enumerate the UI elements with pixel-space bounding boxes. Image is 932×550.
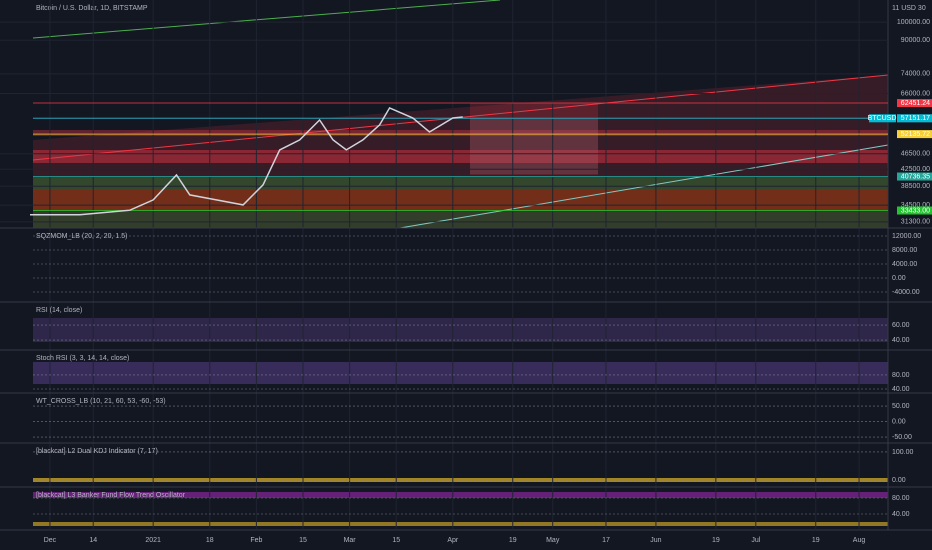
y-tick-label: 80.00 <box>892 372 910 379</box>
y-tick-label: 4000.00 <box>892 261 917 268</box>
x-tick-label: Jun <box>650 537 661 544</box>
x-tick-label: 15 <box>392 537 400 544</box>
y-tick-label: 100000.00 <box>897 19 930 26</box>
pane-title: SQZMOM_LB (20, 2, 20, 1.5) <box>36 233 127 240</box>
y-tick-label: 46500.00 <box>901 151 930 158</box>
position-box <box>470 118 598 174</box>
y-tick-label: 34500.00 <box>901 202 930 209</box>
price-tag-label: 62451.24 <box>901 100 930 107</box>
x-tick-label: 19 <box>712 537 720 544</box>
green-zone <box>33 177 888 189</box>
price-tag-label: 52135.72 <box>901 131 930 138</box>
rsi-band <box>33 318 888 342</box>
band <box>33 362 888 384</box>
y-tick-label: -50.00 <box>892 434 912 441</box>
x-tick-label: Apr <box>447 537 459 544</box>
y-tick-label: 40.00 <box>892 386 910 393</box>
y-tick-label: 0.00 <box>892 275 906 282</box>
price-tag-label: 40736.35 <box>901 173 930 180</box>
symbol-tag-label: BTCUSD <box>868 115 897 122</box>
x-tick-label: Feb <box>250 537 262 544</box>
band <box>33 318 888 342</box>
band <box>33 522 888 526</box>
y-tick-label: 8000.00 <box>892 247 917 254</box>
pane-title: WT_CROSS_LB (10, 21, 60, 53, -60, -53) <box>36 398 166 405</box>
pane-title: Stoch RSI (3, 3, 14, 14, close) <box>36 355 129 362</box>
y-tick-label: 66000.00 <box>901 90 930 97</box>
price-tag-label: 33433.00 <box>901 207 930 214</box>
x-tick-label: 19 <box>812 537 820 544</box>
x-tick-label: Jul <box>751 537 760 544</box>
x-tick-label: Mar <box>344 537 357 544</box>
currency-label: 11 USD 30 <box>892 5 926 12</box>
y-tick-label: 12000.00 <box>892 233 921 240</box>
price-tag <box>897 130 932 139</box>
green-zone <box>33 211 888 228</box>
x-tick-label: 2021 <box>145 537 161 544</box>
y-tick-label: 42500.00 <box>901 166 930 173</box>
chart-title: Bitcoin / U.S. Dollar, 1D, BITSTAMP <box>36 5 148 12</box>
y-tick-label: 31300.00 <box>901 219 930 226</box>
symbol-tag <box>869 114 896 123</box>
pane-title: [blackcat] L2 Dual KDJ Indicator (7, 17) <box>36 448 158 455</box>
trend-line <box>32 0 501 39</box>
l3-bands <box>33 478 888 526</box>
price-tag <box>897 114 932 123</box>
y-tick-label: 100.00 <box>892 449 914 456</box>
y-tick-label: 40.00 <box>892 337 910 344</box>
x-tick-label: 18 <box>206 537 214 544</box>
x-tick-label: 14 <box>89 537 97 544</box>
y-tick-label: -4000.00 <box>892 289 920 296</box>
y-tick-label: 74000.00 <box>901 71 930 78</box>
red-zone <box>33 150 888 163</box>
price-line <box>30 106 463 216</box>
band <box>33 492 888 498</box>
zones <box>32 0 889 229</box>
y-tick-label: 0.00 <box>892 418 906 425</box>
y-tick-label: 90000.00 <box>901 37 930 44</box>
y-tick-label: 0.00 <box>892 477 906 484</box>
pane-title: RSI (14, close) <box>36 307 82 314</box>
band <box>33 478 888 482</box>
pane-title: [blackcat] L3 Banker Fund Flow Trend Osc… <box>36 492 186 499</box>
x-tick-label: May <box>546 537 560 544</box>
price-tag <box>897 206 932 215</box>
x-tick-label: Dec <box>44 537 57 544</box>
x-tick-label: 17 <box>602 537 610 544</box>
price-tag <box>897 172 932 181</box>
red-zone <box>33 130 888 136</box>
red-channel <box>33 75 888 228</box>
y-tick-label: 60.00 <box>892 322 910 329</box>
y-tick-label: 50.00 <box>892 403 910 410</box>
x-tick-label: Aug <box>853 537 866 544</box>
price-tag-label: 57151.17 <box>901 115 930 122</box>
y-tick-label: 40.00 <box>892 511 910 518</box>
y-tick-label: 80.00 <box>892 495 910 502</box>
x-tick-label: 15 <box>299 537 307 544</box>
price-tag <box>897 99 932 108</box>
y-tick-label: 38500.00 <box>901 183 930 190</box>
x-tick-label: 19 <box>509 537 517 544</box>
stoch-band <box>33 362 888 384</box>
position-box <box>470 103 598 175</box>
